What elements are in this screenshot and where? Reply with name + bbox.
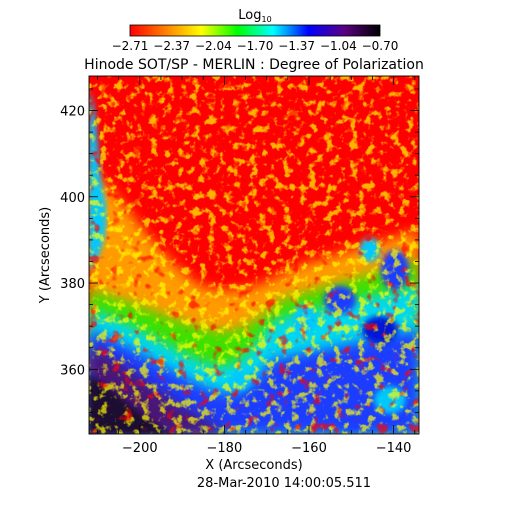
plot-frame	[88, 75, 420, 435]
colorbar-tick-labels: −2.71 −2.37 −2.04 −1.70 −1.37 −1.04 −0.70	[112, 39, 399, 53]
y-axis: 360 380 400 420	[60, 88, 419, 435]
x-tick-label: −160	[291, 441, 327, 456]
y-tick-label: 380	[60, 277, 85, 292]
colorbar-tick-label: −1.37	[278, 39, 315, 53]
colorbar-gradient	[129, 24, 381, 37]
y-axis-label: Y (Arcseconds)	[38, 207, 53, 304]
x-tick-label: −200	[122, 441, 158, 456]
colorbar-tick-label: −2.37	[153, 39, 190, 53]
x-tick-label: −140	[376, 441, 412, 456]
colorbar-label: Log10	[238, 8, 271, 24]
x-axis: −200 −180 −160 −140	[97, 76, 416, 456]
chart-title: Hinode SOT/SP - MERLIN : Degree of Polar…	[84, 57, 424, 73]
heatmap-speckle-red	[89, 76, 419, 434]
x-axis-label: X (Arcseconds)	[205, 458, 302, 473]
colorbar-label-base: Log	[238, 8, 261, 23]
colorbar-label-sub: 10	[262, 15, 272, 24]
y-tick-label: 360	[60, 363, 85, 378]
colorbar: Log10 −2.71 −2.37 −2.04 −1.70 −1.37 −1.04 −0.7…	[112, 8, 399, 53]
colorbar-tick-label: −0.70	[362, 39, 399, 53]
colorbar-tick-label: −2.04	[195, 39, 232, 53]
colorbar-tick-label: −1.70	[237, 39, 274, 53]
colorbar-tick-label: −2.71	[112, 39, 149, 53]
heatmap-area	[88, 75, 420, 435]
colorbar-tick-label: −1.04	[320, 39, 357, 53]
chart-subtitle: 28-Mar-2010 14:00:05.511	[197, 476, 371, 491]
y-tick-label: 420	[60, 105, 85, 120]
y-tick-label: 400	[60, 191, 85, 206]
x-tick-label: −180	[207, 441, 243, 456]
